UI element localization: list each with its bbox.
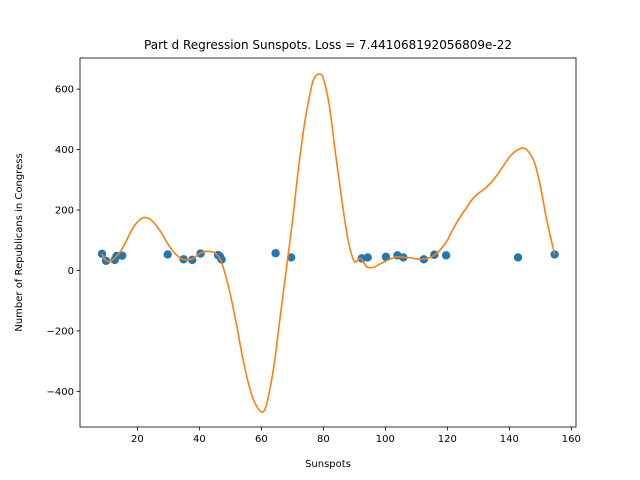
data-point xyxy=(513,253,523,262)
y-tick-label: 0 xyxy=(68,266,74,277)
x-axis-label: Sunspots xyxy=(305,459,351,470)
data-point xyxy=(363,253,372,262)
y-tick-label: 200 xyxy=(55,206,74,217)
y-tick-label: −400 xyxy=(47,387,74,398)
data-point xyxy=(271,249,280,258)
plot-area xyxy=(97,73,559,414)
x-tick-label: 60 xyxy=(255,434,268,445)
x-tick-label: 100 xyxy=(376,434,395,445)
y-tick-label: 600 xyxy=(55,85,74,96)
data-point xyxy=(163,250,172,259)
x-tick-label: 160 xyxy=(562,434,581,445)
x-tick-label: 80 xyxy=(317,434,330,445)
x-tick-label: 20 xyxy=(131,434,144,445)
y-tick-label: 400 xyxy=(55,145,74,156)
data-point xyxy=(441,251,451,260)
y-axis: −400 −200 0 200 400 600 xyxy=(47,85,80,398)
chart-title: Part d Regression Sunspots. Loss = 7.441… xyxy=(144,38,512,52)
y-axis-label: Number of Republicans in Congress xyxy=(14,153,25,331)
x-axis: 20 40 60 80 100 120 140 160 xyxy=(131,427,581,445)
data-point xyxy=(381,252,391,262)
data-point xyxy=(117,251,127,260)
regression-curve xyxy=(101,73,556,414)
plot-frame xyxy=(79,57,577,428)
data-point xyxy=(286,253,296,262)
x-tick-label: 140 xyxy=(500,434,519,445)
y-tick-label: −200 xyxy=(47,326,74,337)
x-tick-label: 120 xyxy=(438,434,457,445)
x-tick-label: 40 xyxy=(193,434,206,445)
